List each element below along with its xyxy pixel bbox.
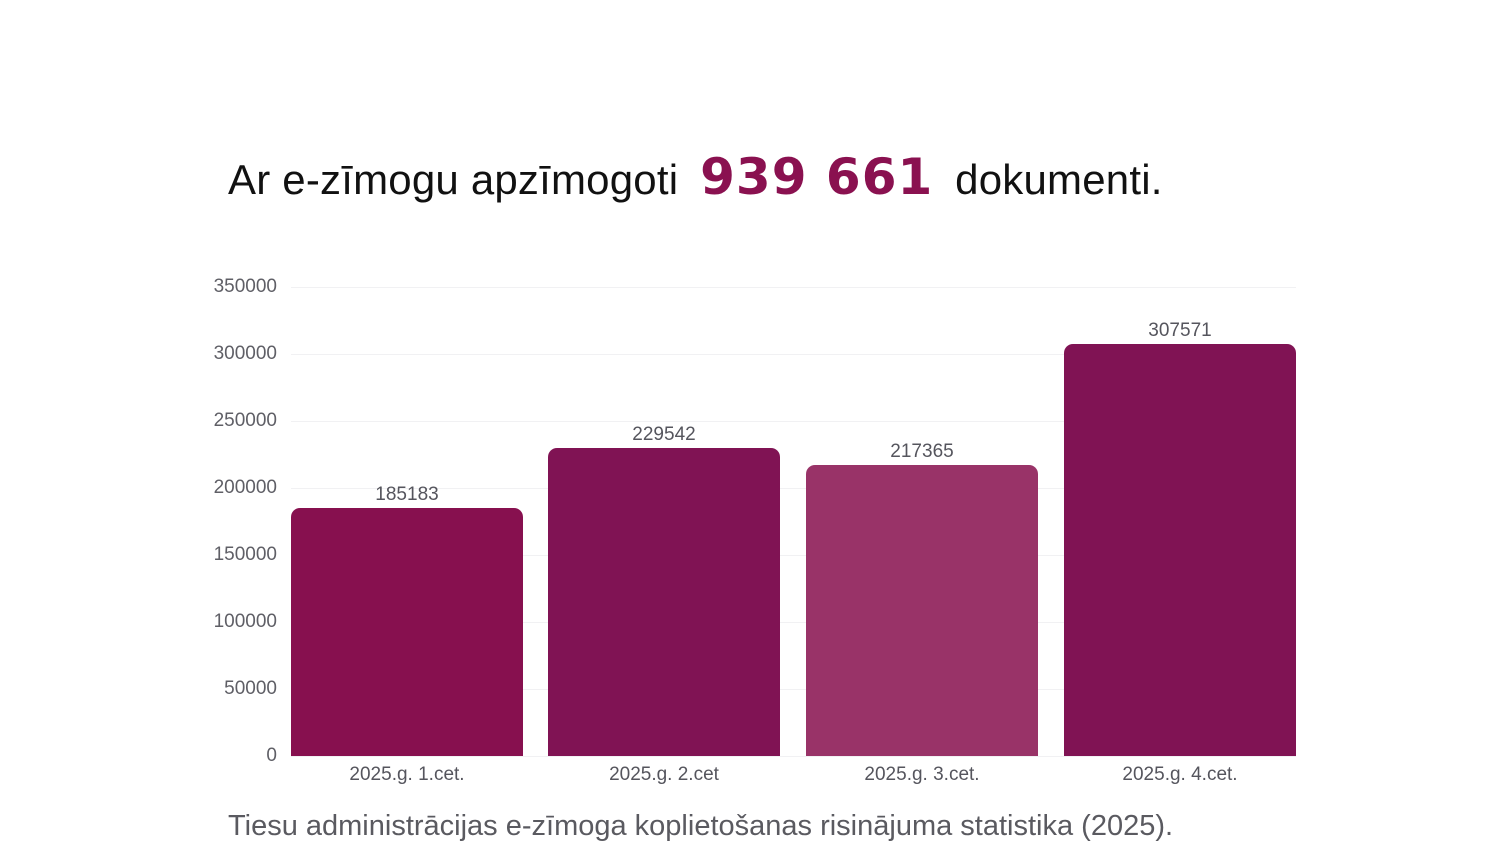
x-axis-tick-label: 2025.g. 3.cet. — [864, 764, 980, 785]
gridline — [291, 622, 1296, 623]
bar-q3[interactable] — [806, 464, 1038, 756]
gridline — [291, 555, 1296, 556]
x-axis-tick-label: 2025.g. 4.cet. — [1122, 764, 1238, 785]
y-axis-tick-label: 150000 — [213, 544, 277, 565]
bar-value-label: 307571 — [1148, 319, 1212, 341]
bar-value-label: 217365 — [890, 440, 954, 462]
headline-total: 939 661 — [700, 148, 934, 206]
bar-q2[interactable] — [548, 448, 780, 756]
chart-caption: Tiesu administrācijas e-zīmoga koplietoš… — [228, 810, 1174, 842]
x-axis-tick-label: 2025.g. 2.cet — [609, 764, 719, 785]
bar-q4[interactable] — [1064, 343, 1296, 756]
gridline — [291, 689, 1296, 690]
chart-headline: Ar e-zīmogu apzīmogoti 939 661 dokumenti… — [228, 148, 1163, 206]
x-axis-tick-label: 2025.g. 1.cet. — [349, 764, 465, 785]
bar-q1[interactable] — [291, 507, 523, 756]
y-axis-tick-label: 50000 — [224, 678, 277, 699]
headline-suffix: dokumenti. — [955, 156, 1163, 203]
gridline — [291, 756, 1296, 757]
y-axis-tick-label: 350000 — [213, 276, 277, 297]
gridline — [291, 287, 1296, 288]
y-axis-tick-label: 200000 — [213, 477, 277, 498]
y-axis-tick-label: 250000 — [213, 410, 277, 431]
y-axis-tick-label: 100000 — [213, 611, 277, 632]
bar-value-label: 229542 — [632, 424, 696, 446]
gridline — [291, 488, 1296, 489]
gridline — [291, 421, 1296, 422]
headline-prefix: Ar e-zīmogu apzīmogoti — [228, 156, 679, 203]
y-axis-tick-label: 0 — [266, 745, 277, 766]
bar-value-label: 185183 — [375, 483, 439, 505]
gridline — [291, 354, 1296, 355]
y-axis-tick-label: 300000 — [213, 343, 277, 364]
